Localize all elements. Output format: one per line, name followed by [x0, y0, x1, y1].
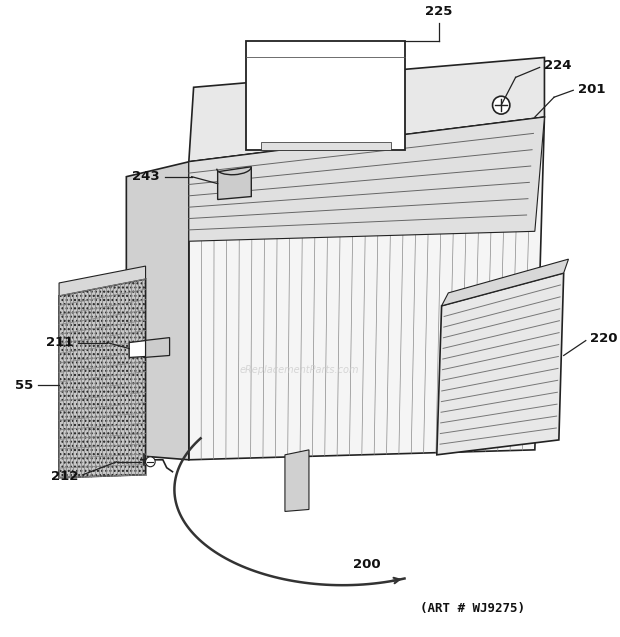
Circle shape	[492, 96, 510, 114]
Text: 220: 220	[590, 332, 617, 345]
Polygon shape	[189, 117, 544, 241]
Polygon shape	[126, 162, 189, 460]
Text: 224: 224	[544, 59, 572, 72]
Polygon shape	[285, 450, 309, 512]
Polygon shape	[441, 259, 569, 306]
Polygon shape	[129, 341, 146, 357]
Circle shape	[146, 457, 155, 467]
Text: (ART # WJ9275): (ART # WJ9275)	[420, 603, 525, 615]
Polygon shape	[189, 57, 544, 162]
Text: 212: 212	[51, 470, 78, 483]
Text: 55: 55	[15, 379, 33, 392]
Text: 225: 225	[425, 4, 453, 18]
Polygon shape	[189, 117, 544, 460]
Polygon shape	[437, 273, 564, 455]
Polygon shape	[247, 41, 405, 150]
Polygon shape	[144, 338, 170, 357]
Text: 200: 200	[353, 557, 381, 571]
Polygon shape	[261, 142, 391, 150]
Polygon shape	[59, 279, 146, 478]
Text: eReplacementParts.com: eReplacementParts.com	[239, 366, 359, 375]
Text: 211: 211	[46, 336, 74, 349]
Polygon shape	[218, 167, 251, 199]
Polygon shape	[59, 266, 146, 296]
Text: 201: 201	[578, 83, 606, 96]
Text: 243: 243	[132, 170, 160, 183]
